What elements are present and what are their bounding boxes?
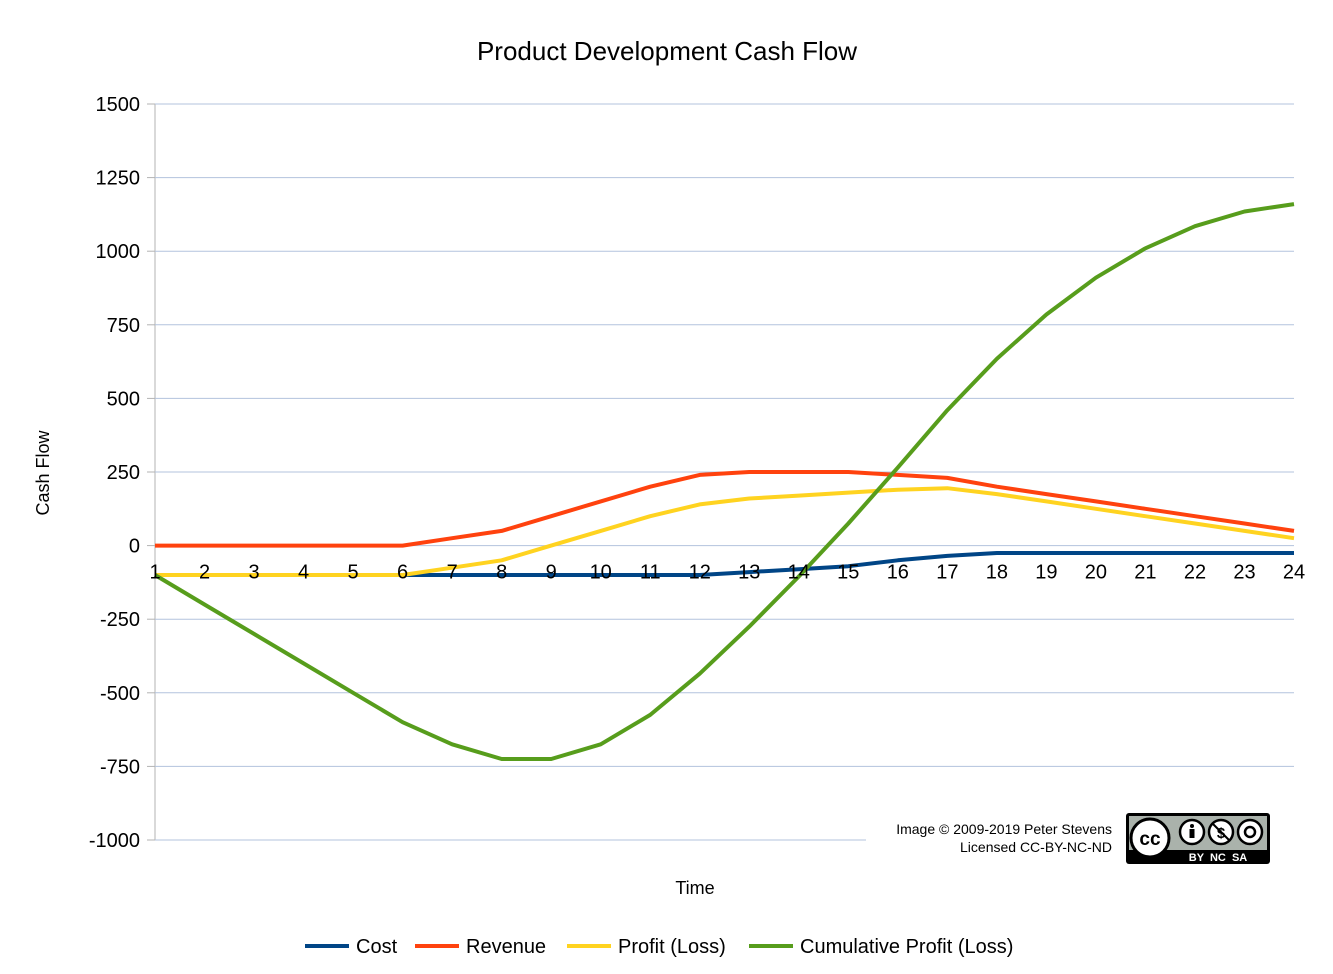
x-tick-label: 21 [1134, 562, 1156, 584]
x-tick-label: 14 [788, 562, 810, 584]
y-tick-labels: 1500 1250 1000 750 500 250 0 -250 -500 -750 -1000 [89, 94, 140, 852]
cc-icon-label: cc [1139, 829, 1161, 850]
x-tick-label: 20 [1085, 562, 1107, 584]
series-line-profit-loss [155, 486, 1295, 577]
credit-line-1: Image © 2009-2019 Peter Stevens [896, 821, 1112, 837]
x-tick-label: 13 [738, 562, 760, 584]
y-tick-label: 1500 [96, 94, 141, 116]
x-tick-label: 7 [447, 562, 458, 584]
by-icon-body [1189, 829, 1195, 838]
x-tick-labels: 1 2 3 4 5 6 7 8 9 10 11 12 13 14 15 16 17 18 19 20 21 22 23 24 [149, 562, 1305, 584]
x-tick-label: 15 [837, 562, 859, 584]
legend-label-cost: Cost [356, 936, 398, 958]
chart-title: Product Development Cash Flow [477, 36, 857, 66]
credit-block: Image © 2009-2019 Peter Stevens Licensed… [866, 810, 1294, 872]
x-tick-label: 10 [590, 562, 612, 584]
series-line-cumulative-profit-loss [153, 202, 1295, 761]
x-tick-label: 23 [1233, 562, 1255, 584]
legend-label-profit-loss: Profit (Loss) [618, 936, 726, 958]
nc-strike-icon [1211, 822, 1231, 842]
y-tick-label: 1250 [96, 168, 141, 190]
series-line-revenue [155, 470, 1295, 548]
x-tick-label: 19 [1035, 562, 1057, 584]
y-tick-label: 1000 [96, 241, 141, 263]
y-tick-label: 500 [107, 388, 140, 410]
x-tick-label: 5 [348, 562, 359, 584]
legend-label-revenue: Revenue [466, 936, 546, 958]
x-tick-label: 2 [199, 562, 210, 584]
cc-icon [1129, 817, 1171, 859]
y-tick-label: 250 [107, 462, 140, 484]
y-tick-label: 750 [107, 315, 140, 337]
x-tick-label: 22 [1184, 562, 1206, 584]
y-tick-label: -750 [100, 756, 140, 778]
x-tick-label: 16 [887, 562, 909, 584]
x-tick-label: 9 [546, 562, 557, 584]
x-tick-label: 11 [640, 562, 661, 584]
legend: Cost Revenue Profit (Loss) Cumulative Profi… [305, 936, 1013, 958]
y-tick-label: -500 [100, 683, 140, 705]
x-tick-label: 1 [149, 562, 160, 584]
x-tick-label: 17 [936, 562, 958, 584]
sa-arrow-icon [1243, 825, 1257, 839]
cc-badge-terms: BY NC SA [1189, 852, 1248, 864]
x-tick-label: 8 [496, 562, 507, 584]
y-tick-label: -250 [100, 609, 140, 631]
x-axis-label: Time [675, 878, 714, 898]
y-tick-label: 0 [129, 536, 140, 558]
y-axis-label: Cash Flow [33, 429, 53, 515]
x-tick-label: 24 [1283, 562, 1305, 584]
y-tick-label: -1000 [89, 830, 140, 852]
legend-label-cumulative-profit-loss: Cumulative Profit (Loss) [800, 936, 1013, 958]
by-icon-head [1190, 824, 1194, 828]
x-tick-label: 3 [248, 562, 259, 584]
x-tick-label: 4 [298, 562, 309, 584]
series-line-cost [155, 551, 1294, 577]
x-tick-label: 6 [397, 562, 408, 584]
sa-icon [1236, 818, 1264, 846]
x-tick-label: 18 [986, 562, 1008, 584]
credit-line-2: Licensed CC-BY-NC-ND [960, 839, 1112, 855]
x-tick-label: 12 [689, 562, 711, 584]
series-lines [153, 202, 1295, 761]
cc-license-badge: cc $ BY NC SA [1126, 813, 1270, 864]
